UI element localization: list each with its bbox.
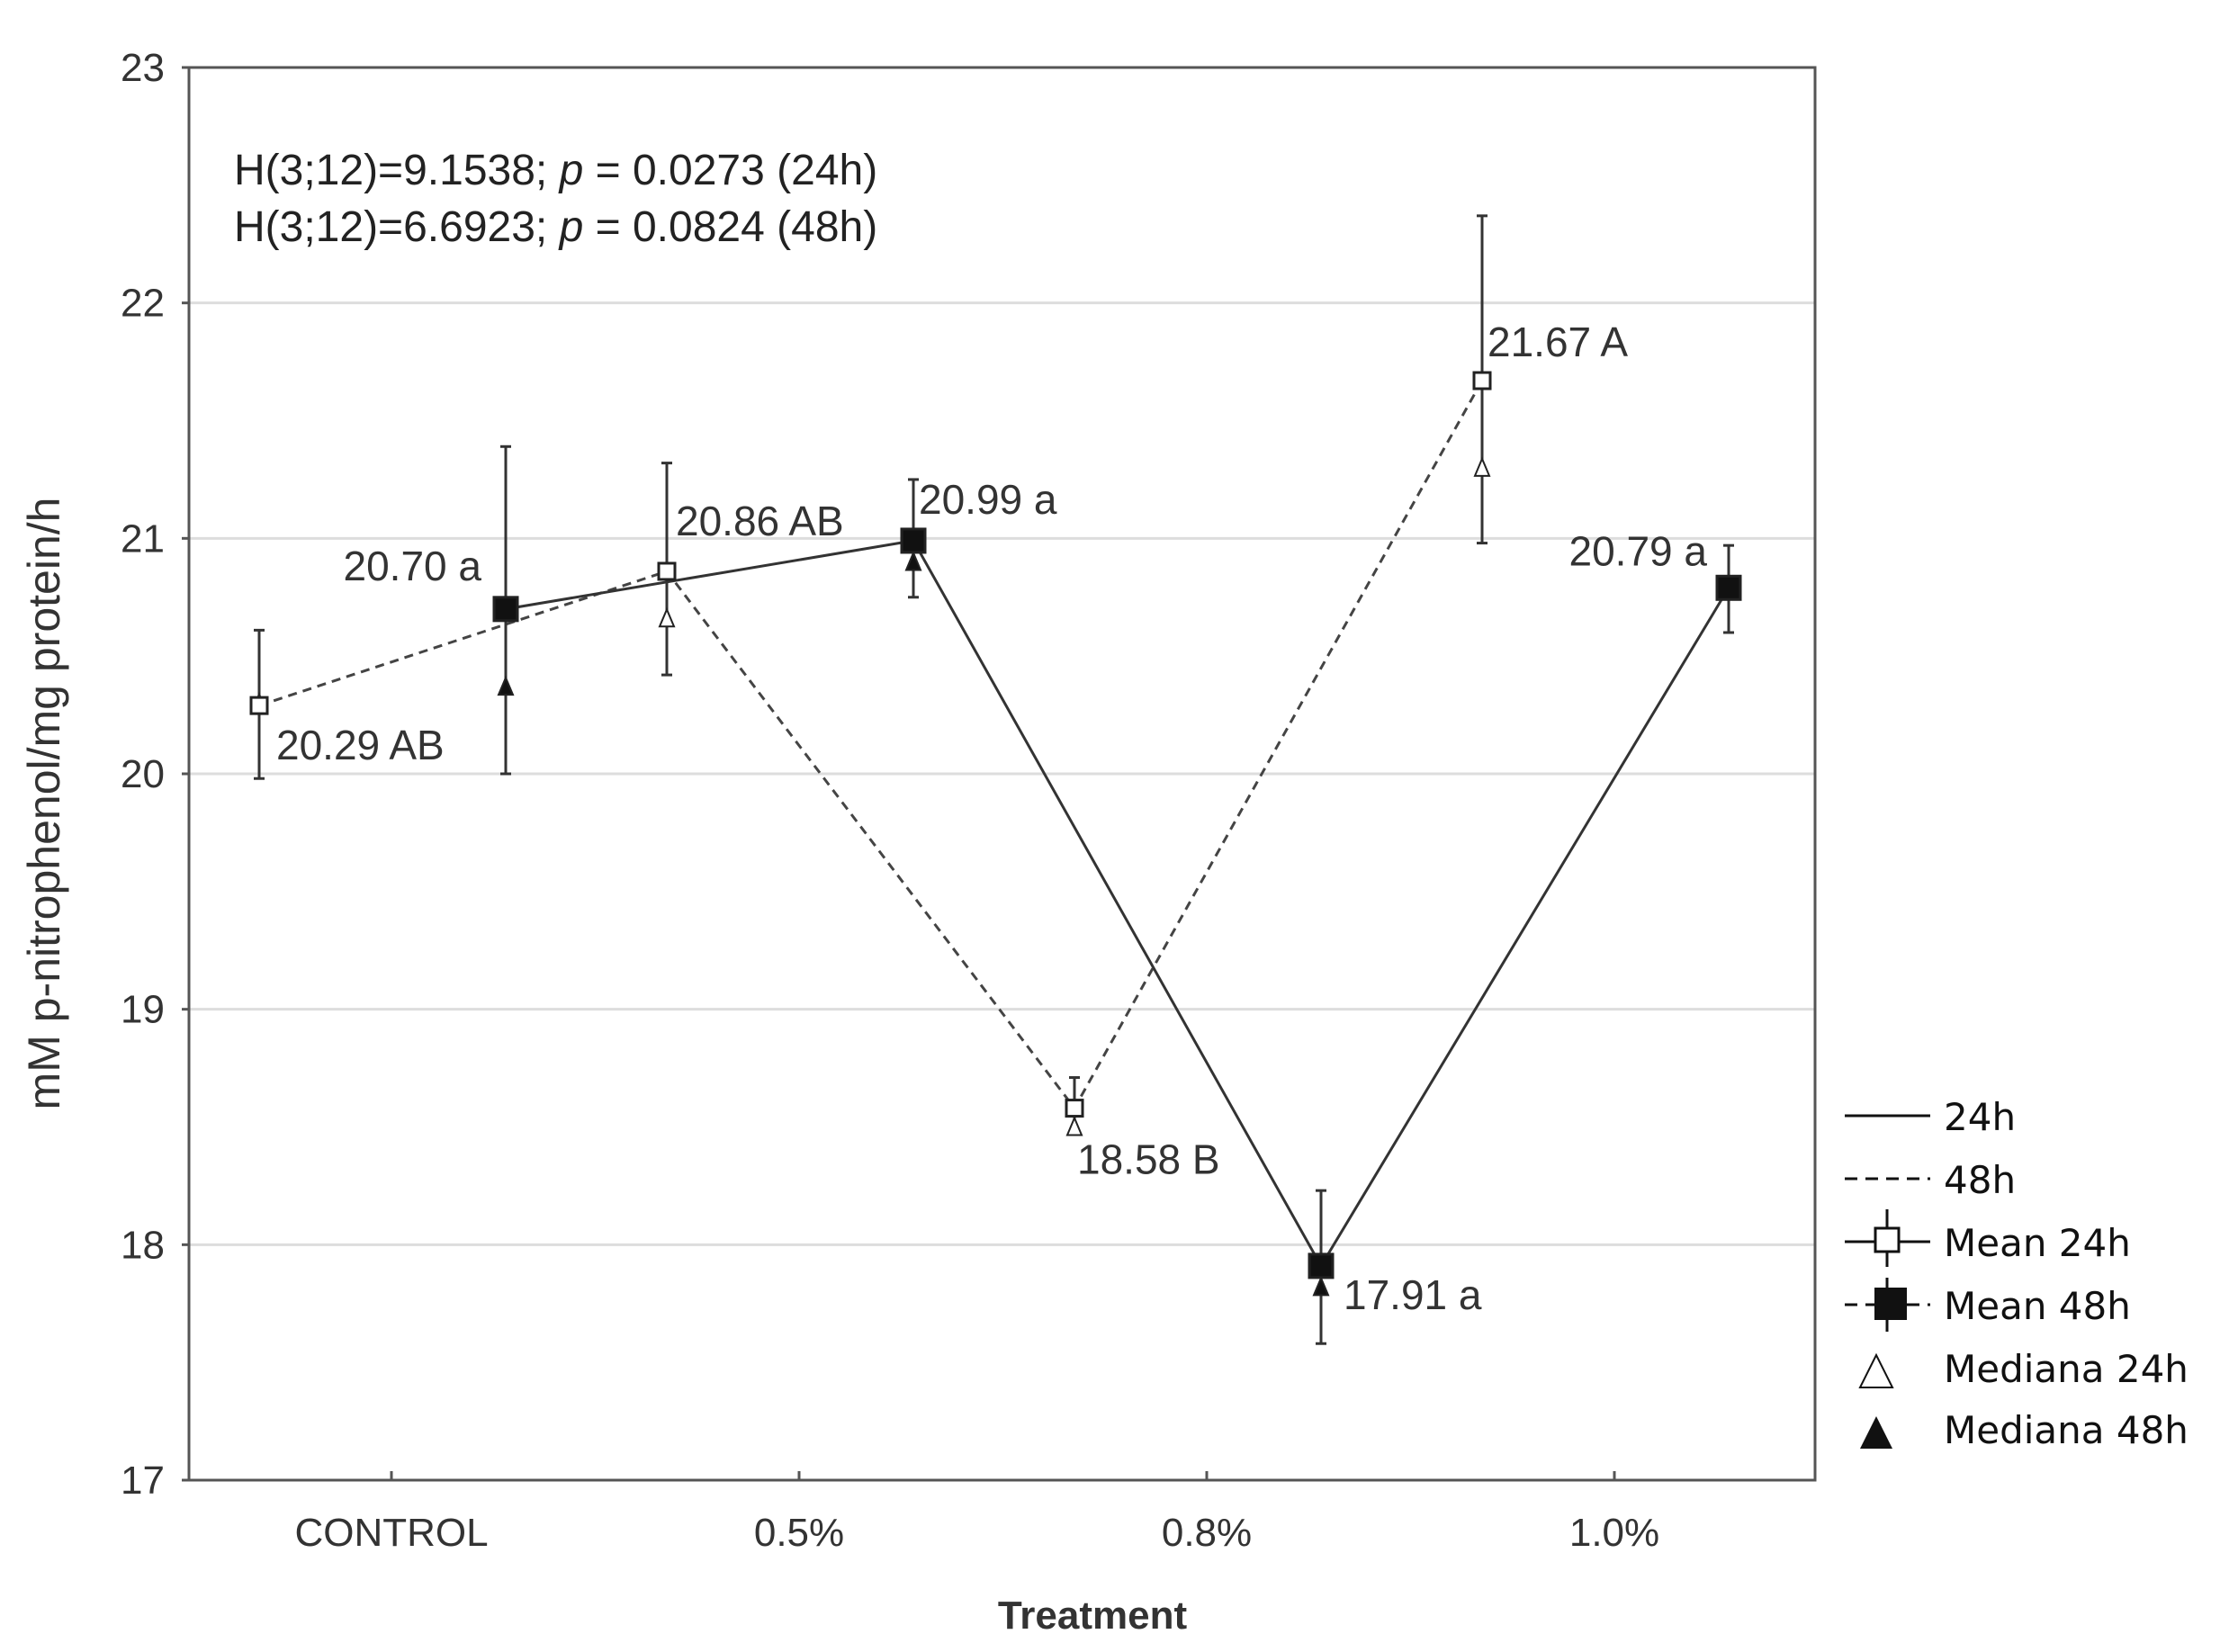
x-tick-label: CONTROL <box>294 1511 488 1555</box>
data-label: 20.86 AB <box>676 498 844 544</box>
x-tick-label: 0.8% <box>1162 1511 1252 1555</box>
mean-24h-marker <box>1065 1099 1084 1118</box>
median-24h-marker <box>1473 456 1491 477</box>
legend-label: 24h <box>1944 1095 2016 1139</box>
mean-48h-marker <box>492 596 519 623</box>
legend-label: Mediana 24h <box>1944 1347 2189 1391</box>
y-tick-label: 20 <box>121 752 165 796</box>
y-tick-label: 21 <box>121 516 165 561</box>
data-label: 20.79 a <box>1569 527 1708 574</box>
legend-label: 48h <box>1944 1158 2016 1202</box>
y-axis-label: mM p-nitrophenol/mg protein/h <box>19 498 69 1110</box>
data-label: 20.70 a <box>344 543 482 589</box>
data-label: 20.29 AB <box>276 722 445 768</box>
legend-mean24-marker <box>1874 1226 1901 1253</box>
median-24h-marker <box>658 606 676 628</box>
data-label: 20.99 a <box>919 476 1057 523</box>
x-axis-label: Treatment <box>998 1594 1188 1638</box>
stat-annotation-48h: H(3;12)=6.6923; p = 0.0824 (48h) <box>234 203 877 251</box>
legend-label: Mean 48h <box>1944 1284 2131 1328</box>
median-48h-marker <box>904 550 922 571</box>
line-48h <box>505 539 1730 1269</box>
data-label: 17.91 a <box>1344 1271 1482 1318</box>
mean-24h-marker <box>657 561 677 581</box>
legend-median24-marker <box>1858 1352 1894 1388</box>
stat-annotation-24h: H(3;12)=9.1538; p = 0.0273 (24h) <box>234 147 877 194</box>
legend: 24h 48h Mean 24h Mean 48h Mediana 24h Mediana… <box>1845 1095 2189 1452</box>
mean-48h-marker <box>900 527 927 554</box>
y-tick-label: 22 <box>121 282 165 326</box>
data-label: 18.58 B <box>1077 1136 1220 1183</box>
mean-24h-marker <box>249 696 269 715</box>
data-label: 21.67 A <box>1488 319 1628 365</box>
legend-label: Mediana 48h <box>1944 1408 2189 1452</box>
mean-48h-marker <box>1308 1252 1335 1279</box>
median-24h-marker <box>1065 1115 1083 1136</box>
mean-48h-marker <box>1715 574 1742 601</box>
median-48h-marker <box>1312 1275 1330 1297</box>
x-tick-label: 0.5% <box>754 1511 844 1555</box>
legend-median48-marker <box>1860 1416 1892 1449</box>
median-48h-marker <box>497 675 515 696</box>
legend-mean48-marker <box>1874 1288 1907 1320</box>
y-tick-label: 19 <box>121 988 165 1032</box>
mean-24h-marker <box>1472 371 1492 391</box>
y-tick-label: 23 <box>121 46 165 90</box>
x-tick-label: 1.0% <box>1569 1511 1659 1555</box>
line-24h <box>258 380 1484 1111</box>
y-tick-label: 18 <box>121 1223 165 1267</box>
y-tick-label: 17 <box>121 1459 165 1503</box>
legend-label: Mean 24h <box>1944 1221 2131 1265</box>
